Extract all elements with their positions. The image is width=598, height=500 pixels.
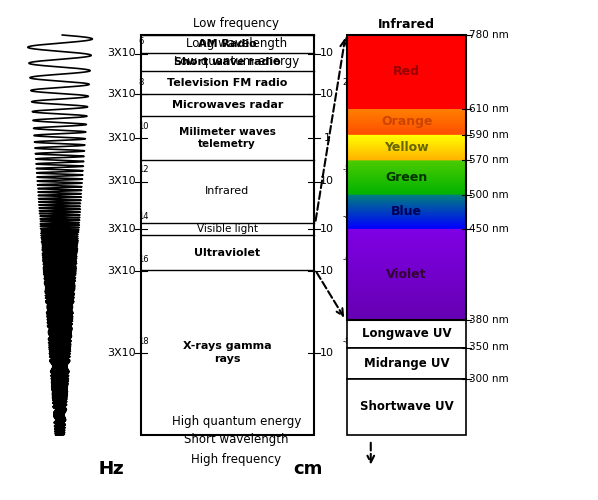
Text: 12: 12	[138, 166, 149, 174]
Text: Green: Green	[386, 171, 428, 184]
Text: 1: 1	[324, 133, 331, 143]
Text: 3X10: 3X10	[107, 224, 136, 234]
Text: 14: 14	[138, 212, 149, 222]
Text: 18: 18	[138, 336, 149, 345]
Text: Television FM radio: Television FM radio	[167, 78, 288, 88]
Text: 780 nm: 780 nm	[469, 30, 509, 40]
Text: Low frequency: Low frequency	[193, 18, 279, 30]
Text: 2: 2	[343, 78, 348, 87]
Text: 10: 10	[320, 224, 334, 234]
Text: Short wavelength: Short wavelength	[184, 434, 288, 446]
Text: Longwave UV: Longwave UV	[362, 327, 451, 340]
Text: 610 nm: 610 nm	[469, 104, 509, 114]
Text: Violet: Violet	[386, 268, 427, 281]
Text: AM Radio: AM Radio	[198, 38, 257, 48]
Text: Low quantum energy: Low quantum energy	[173, 56, 299, 68]
Text: -4: -4	[343, 212, 351, 222]
Text: Infrared: Infrared	[378, 18, 435, 32]
Bar	[347, 348, 466, 379]
Text: Short wave radio: Short wave radio	[174, 56, 280, 66]
Text: 450 nm: 450 nm	[469, 224, 509, 234]
Text: X-rays gamma
rays: X-rays gamma rays	[183, 342, 271, 363]
Text: Visible light: Visible light	[197, 224, 258, 234]
Text: Hz: Hz	[98, 460, 123, 478]
Text: 590 nm: 590 nm	[469, 130, 509, 140]
Bar	[347, 35, 466, 320]
Text: 380 nm: 380 nm	[469, 315, 509, 325]
Text: Hz: Hz	[98, 460, 123, 478]
Text: 4: 4	[343, 38, 348, 46]
Text: 3X10: 3X10	[107, 266, 136, 276]
Text: High quantum energy: High quantum energy	[172, 414, 301, 428]
Text: Long wavelength: Long wavelength	[185, 36, 287, 50]
Text: 6: 6	[138, 38, 144, 46]
Text: -6: -6	[343, 255, 351, 264]
Text: 3X10: 3X10	[107, 48, 136, 58]
Text: cm: cm	[293, 460, 323, 478]
Text: Yellow: Yellow	[385, 141, 429, 154]
Text: 10: 10	[138, 122, 149, 131]
Text: -8: -8	[343, 336, 351, 345]
Text: -2: -2	[343, 166, 351, 174]
Text: 3X10: 3X10	[107, 348, 136, 358]
Text: 350 nm: 350 nm	[469, 342, 509, 352]
Text: Microwaves radar: Microwaves radar	[172, 100, 283, 110]
Text: 570 nm: 570 nm	[469, 155, 509, 165]
Text: Milimeter waves
telemetry: Milimeter waves telemetry	[179, 127, 276, 149]
Text: 3X10: 3X10	[107, 176, 136, 186]
Text: Shortwave UV: Shortwave UV	[360, 400, 453, 413]
Text: Orange: Orange	[381, 116, 432, 128]
Text: 3X10: 3X10	[107, 133, 136, 143]
Text: 10: 10	[320, 348, 334, 358]
Text: 300 nm: 300 nm	[469, 374, 509, 384]
Text: Red: Red	[393, 66, 420, 78]
Text: High frequency: High frequency	[191, 452, 281, 466]
Text: 16: 16	[138, 255, 149, 264]
Text: 10: 10	[320, 48, 334, 58]
Text: Midrange UV: Midrange UV	[364, 357, 450, 370]
Text: 10: 10	[320, 266, 334, 276]
Bar	[347, 379, 466, 435]
Text: Infrared: Infrared	[205, 186, 249, 196]
Text: 10: 10	[320, 89, 334, 99]
Text: Ultraviolet: Ultraviolet	[194, 248, 260, 258]
Bar	[141, 35, 314, 435]
Text: 3X10: 3X10	[107, 89, 136, 99]
Text: 10: 10	[320, 176, 334, 186]
Text: Blue: Blue	[391, 205, 422, 218]
Text: 500 nm: 500 nm	[469, 190, 509, 200]
Text: 8: 8	[138, 78, 144, 87]
Bar	[347, 320, 466, 347]
